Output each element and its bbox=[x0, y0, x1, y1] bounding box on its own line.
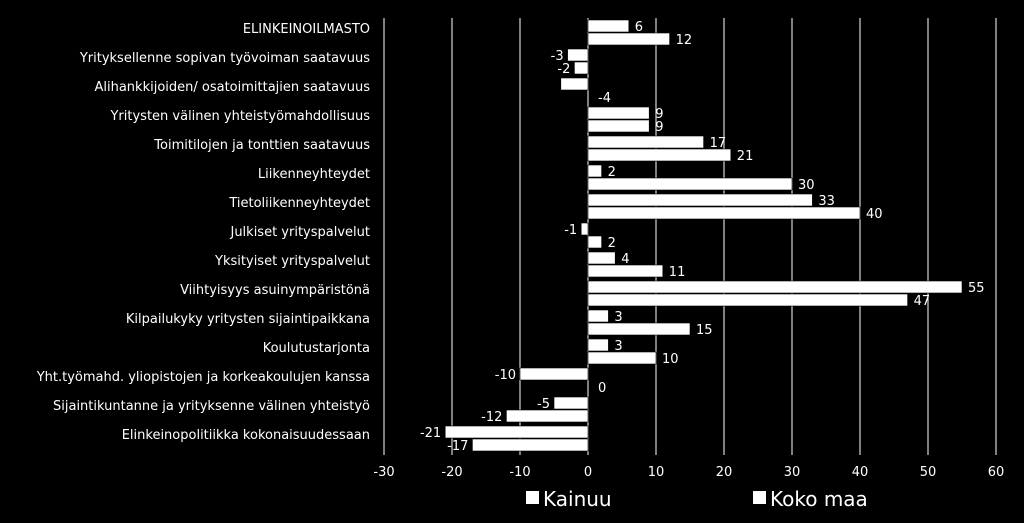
x-tick-label: 10 bbox=[648, 465, 665, 480]
data-label: 12 bbox=[676, 33, 693, 48]
category-label: Yrityksellenne sopivan työvoiman saatavu… bbox=[79, 51, 370, 66]
bar-koko-maa bbox=[587, 119, 650, 133]
x-tick-label: 20 bbox=[716, 465, 733, 480]
data-label: 4 bbox=[621, 252, 629, 267]
data-label: 9 bbox=[655, 120, 663, 135]
data-label: -4 bbox=[598, 91, 611, 106]
data-label: -17 bbox=[447, 439, 468, 454]
data-label: 0 bbox=[598, 381, 606, 396]
data-label: 33 bbox=[818, 194, 835, 209]
legend-label: Kainuu bbox=[543, 487, 612, 511]
bar-kainuu bbox=[587, 106, 650, 120]
data-label: 17 bbox=[710, 136, 727, 151]
bar-koko-maa bbox=[506, 409, 589, 423]
bar-kainuu bbox=[560, 77, 589, 91]
bar-kainuu bbox=[587, 193, 813, 207]
bar-koko-maa bbox=[587, 32, 670, 46]
bar-koko-maa bbox=[587, 177, 793, 191]
data-label: 3 bbox=[614, 310, 622, 325]
data-label: -12 bbox=[481, 410, 502, 425]
legend-swatch bbox=[753, 491, 766, 504]
bar-kainuu bbox=[587, 309, 609, 323]
category-label: Kilpailukyky yritysten sijaintipaikkana bbox=[126, 312, 370, 327]
category-label: Liikenneyhteydet bbox=[258, 167, 370, 182]
data-label: 15 bbox=[696, 323, 713, 338]
data-label: 3 bbox=[614, 339, 622, 354]
category-label: Julkiset yrityspalvelut bbox=[229, 225, 370, 240]
bar-kainuu bbox=[587, 338, 609, 352]
bar-koko-maa bbox=[587, 322, 691, 336]
category-label: Yksityiset yrityspalvelut bbox=[214, 254, 370, 269]
data-label: 47 bbox=[914, 294, 931, 309]
data-label: -10 bbox=[495, 368, 516, 383]
category-label: Toimitilojen ja tonttien saatavuus bbox=[153, 138, 370, 153]
category-label: Elinkeinopolitiikka kokonaisuudessaan bbox=[122, 428, 370, 443]
bar-kainuu bbox=[444, 425, 589, 439]
data-label: 30 bbox=[798, 178, 815, 193]
bar-koko-maa bbox=[587, 206, 861, 220]
data-label: 11 bbox=[669, 265, 686, 280]
bar-koko-maa bbox=[587, 293, 908, 307]
x-tick-label: -10 bbox=[509, 465, 530, 480]
x-tick-label: 0 bbox=[584, 465, 592, 480]
category-label: Yht.työmahd. yliopistojen ja korkeakoulu… bbox=[36, 370, 370, 385]
x-tick-label: 40 bbox=[852, 465, 869, 480]
bar-kainuu bbox=[587, 135, 704, 149]
data-label: 55 bbox=[968, 281, 985, 296]
category-label: ELINKEINOILMASTO bbox=[243, 22, 370, 37]
data-label: -5 bbox=[537, 397, 550, 412]
bar-kainuu bbox=[587, 164, 602, 178]
bar-kainuu bbox=[580, 222, 589, 236]
x-tick-label: 50 bbox=[920, 465, 937, 480]
bar-koko-maa bbox=[574, 61, 589, 75]
category-label: Yritysten välinen yhteistyömahdollisuus bbox=[109, 109, 370, 124]
category-label: Koulutustarjonta bbox=[263, 341, 370, 356]
legend-swatch bbox=[526, 491, 539, 504]
data-label: -21 bbox=[420, 426, 441, 441]
data-label: 9 bbox=[655, 107, 663, 122]
data-label: 2 bbox=[608, 236, 616, 251]
bar-kainuu bbox=[587, 280, 963, 294]
bar-koko-maa bbox=[587, 235, 602, 249]
x-tick-label: -20 bbox=[441, 465, 462, 480]
bar-koko-maa bbox=[587, 264, 664, 278]
data-label: 6 bbox=[635, 20, 643, 35]
bar-koko-maa bbox=[587, 148, 732, 162]
data-label: 21 bbox=[737, 149, 754, 164]
x-tick-label: 30 bbox=[784, 465, 801, 480]
bar-koko-maa bbox=[587, 351, 657, 365]
bar-kainuu bbox=[587, 19, 630, 33]
data-label: -2 bbox=[557, 62, 570, 77]
bar-kainuu bbox=[519, 367, 589, 381]
bar-koko-maa bbox=[472, 438, 589, 452]
x-tick-label: -30 bbox=[373, 465, 394, 480]
data-label: -1 bbox=[564, 223, 577, 238]
bar-kainuu bbox=[587, 251, 616, 265]
data-label: 10 bbox=[662, 352, 679, 367]
data-label: 40 bbox=[866, 207, 883, 222]
data-label: -3 bbox=[551, 49, 564, 64]
category-label: Sijaintikuntanne ja yrityksenne välinen … bbox=[53, 399, 370, 414]
category-label: Alihankkijoiden/ osatoimittajien saatavu… bbox=[94, 80, 370, 95]
x-tick-label: 60 bbox=[988, 465, 1005, 480]
legend-label: Koko maa bbox=[770, 487, 868, 511]
bar-kainuu bbox=[567, 48, 589, 62]
category-label: Tietoliikenneyhteydet bbox=[228, 196, 370, 211]
bar-kainuu bbox=[553, 396, 589, 410]
category-label: Viihtyisyys asuinympäristönä bbox=[180, 283, 370, 298]
data-label: 2 bbox=[608, 165, 616, 180]
